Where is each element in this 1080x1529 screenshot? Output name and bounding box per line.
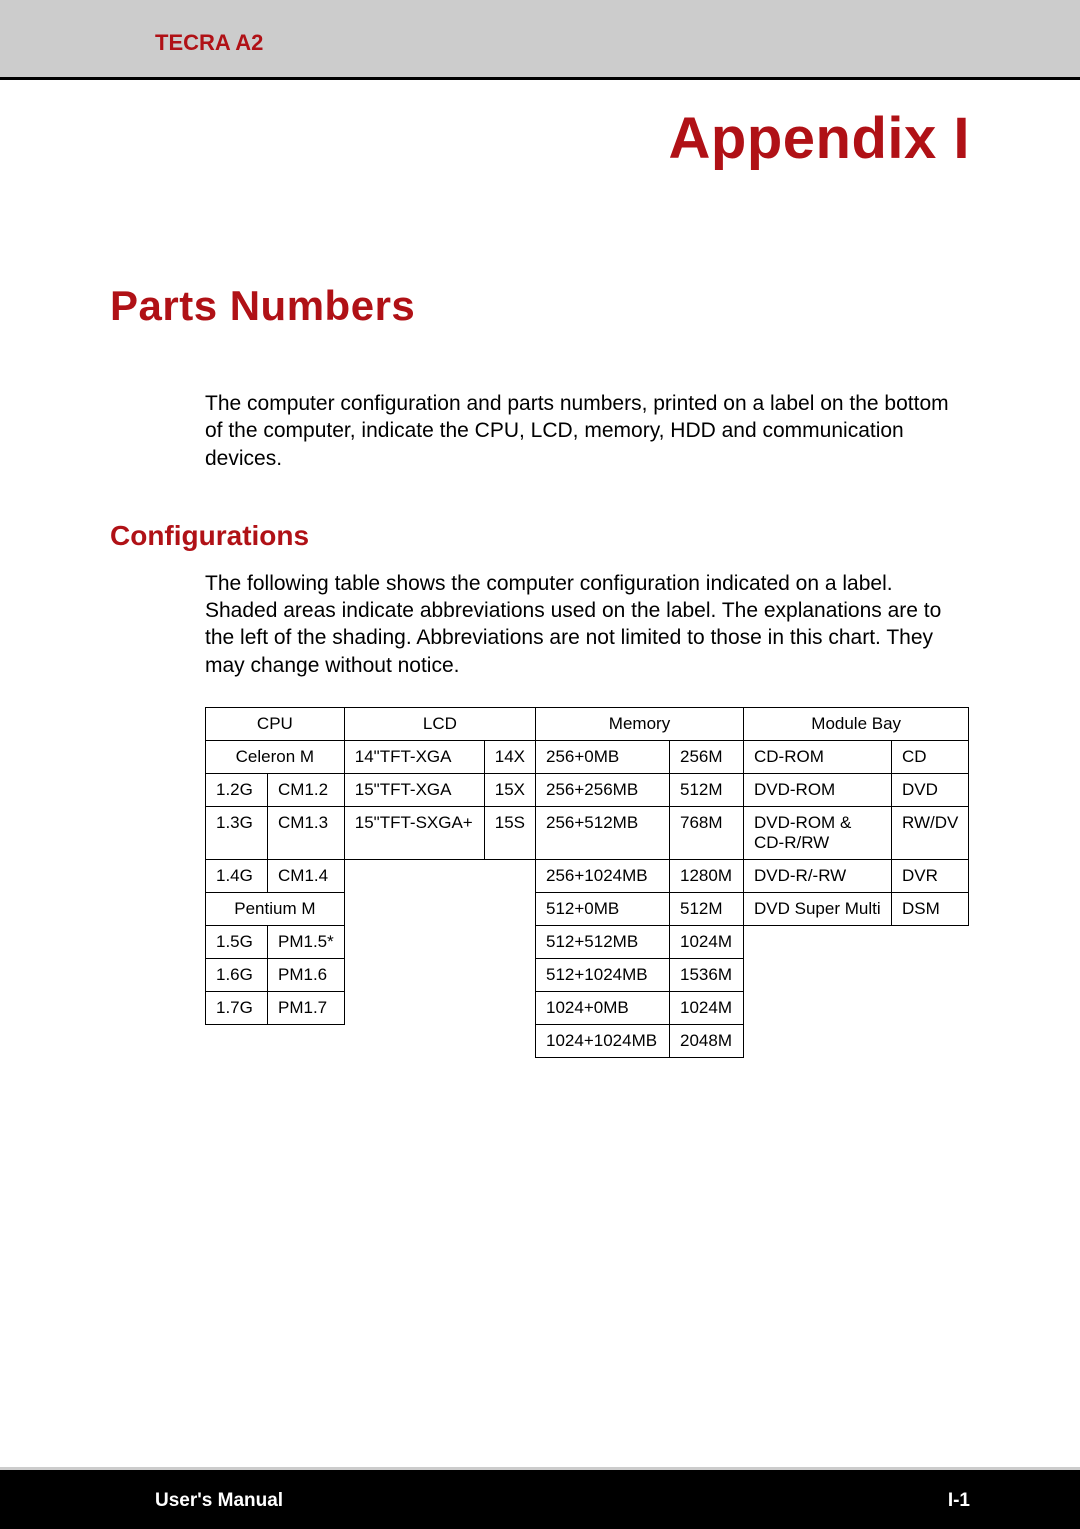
table-cell: 1024+0MB <box>536 992 670 1025</box>
empty-cell <box>268 1025 345 1058</box>
table-cell: 512+0MB <box>536 893 670 926</box>
table-row: 1.3G CM1.3 15"TFT-SXGA+ 15S 256+512MB 76… <box>206 807 969 860</box>
product-label: TECRA A2 <box>155 30 1080 56</box>
table-cell: 1536M <box>670 959 744 992</box>
empty-cell <box>484 959 535 992</box>
table-cell: DVD <box>892 774 969 807</box>
table-cell: 1024M <box>670 926 744 959</box>
header-lcd: LCD <box>344 708 535 741</box>
table-cell: 15"TFT-XGA <box>344 774 484 807</box>
header-cpu: CPU <box>206 708 345 741</box>
footer-page-number: I-1 <box>948 1490 970 1512</box>
table-cell: DVD-ROM & CD-R/RW <box>744 807 892 860</box>
empty-cell <box>744 959 892 992</box>
table-cell: 1024+1024MB <box>536 1025 670 1058</box>
empty-cell <box>892 926 969 959</box>
table-cell: 1.2G <box>206 774 268 807</box>
empty-cell <box>484 992 535 1025</box>
table-row: 1024+1024MB 2048M <box>206 1025 969 1058</box>
main-content: Parts Numbers The computer configuration… <box>0 282 1080 1058</box>
table-cell: 15"TFT-SXGA+ <box>344 807 484 860</box>
empty-cell <box>344 992 484 1025</box>
empty-cell <box>484 860 535 893</box>
header-bar: TECRA A2 <box>0 0 1080 80</box>
table-cell: CM1.2 <box>268 774 345 807</box>
table-row: Pentium M 512+0MB 512M DVD Super Multi D… <box>206 893 969 926</box>
table-cell: 512+1024MB <box>536 959 670 992</box>
table-cell: DVD Super Multi <box>744 893 892 926</box>
table-cell: 512M <box>670 774 744 807</box>
empty-cell <box>892 1025 969 1058</box>
empty-cell <box>892 959 969 992</box>
table-cell: 512M <box>670 893 744 926</box>
table-cell: 512+512MB <box>536 926 670 959</box>
table-cell: CM1.4 <box>268 860 345 893</box>
table-cell: 1.6G <box>206 959 268 992</box>
table-row: 1.6G PM1.6 512+1024MB 1536M <box>206 959 969 992</box>
intro-paragraph: The computer configuration and parts num… <box>205 390 970 472</box>
table-cell: PM1.5* <box>268 926 345 959</box>
table-cell: 256+0MB <box>536 741 670 774</box>
empty-cell <box>344 1025 484 1058</box>
table-cell: 15S <box>484 807 535 860</box>
table-row: 1.7G PM1.7 1024+0MB 1024M <box>206 992 969 1025</box>
table-header-row: CPU LCD Memory Module Bay <box>206 708 969 741</box>
configurations-table: CPU LCD Memory Module Bay Celeron M 14"T… <box>205 707 969 1058</box>
empty-cell <box>744 926 892 959</box>
empty-cell <box>206 1025 268 1058</box>
table-row: Celeron M 14"TFT-XGA 14X 256+0MB 256M CD… <box>206 741 969 774</box>
table-cell: 1.3G <box>206 807 268 860</box>
table-cell: 1.5G <box>206 926 268 959</box>
table-cell: DVR <box>892 860 969 893</box>
empty-cell <box>484 926 535 959</box>
empty-cell <box>744 992 892 1025</box>
table-cell: 1.7G <box>206 992 268 1025</box>
table-cell: 2048M <box>670 1025 744 1058</box>
table-cell: 256+512MB <box>536 807 670 860</box>
table-cell: 256+256MB <box>536 774 670 807</box>
subsection-title: Configurations <box>110 520 970 552</box>
table-row: 1.5G PM1.5* 512+512MB 1024M <box>206 926 969 959</box>
table-cell: 1.4G <box>206 860 268 893</box>
empty-cell <box>344 926 484 959</box>
table-cell: DVD-R/-RW <box>744 860 892 893</box>
table-cell: DSM <box>892 893 969 926</box>
appendix-title: Appendix I <box>0 80 1080 172</box>
table-cell: 256M <box>670 741 744 774</box>
table-cell: CM1.3 <box>268 807 345 860</box>
empty-cell <box>344 860 484 893</box>
table-cell: 14X <box>484 741 535 774</box>
table-cell: CD <box>892 741 969 774</box>
footer-bar: User's Manual I-1 <box>0 1467 1080 1529</box>
cpu-subheader: Pentium M <box>206 893 345 926</box>
empty-cell <box>484 893 535 926</box>
table-cell: PM1.6 <box>268 959 345 992</box>
empty-cell <box>744 1025 892 1058</box>
table-cell: 768M <box>670 807 744 860</box>
cpu-subheader: Celeron M <box>206 741 345 774</box>
table-cell: PM1.7 <box>268 992 345 1025</box>
table-cell: 14"TFT-XGA <box>344 741 484 774</box>
table-cell: 1024M <box>670 992 744 1025</box>
header-memory: Memory <box>536 708 744 741</box>
empty-cell <box>892 992 969 1025</box>
table-row: 1.4G CM1.4 256+1024MB 1280M DVD-R/-RW DV… <box>206 860 969 893</box>
table-cell: 256+1024MB <box>536 860 670 893</box>
table-cell: 15X <box>484 774 535 807</box>
empty-cell <box>344 893 484 926</box>
table-cell: 1280M <box>670 860 744 893</box>
empty-cell <box>484 1025 535 1058</box>
header-module: Module Bay <box>744 708 969 741</box>
table-cell: DVD-ROM <box>744 774 892 807</box>
section-title: Parts Numbers <box>110 282 970 330</box>
table-cell: CD-ROM <box>744 741 892 774</box>
footer-manual-label: User's Manual <box>155 1490 283 1512</box>
config-paragraph: The following table shows the computer c… <box>205 570 970 679</box>
empty-cell <box>344 959 484 992</box>
table-cell: RW/DV <box>892 807 969 860</box>
table-row: 1.2G CM1.2 15"TFT-XGA 15X 256+256MB 512M… <box>206 774 969 807</box>
